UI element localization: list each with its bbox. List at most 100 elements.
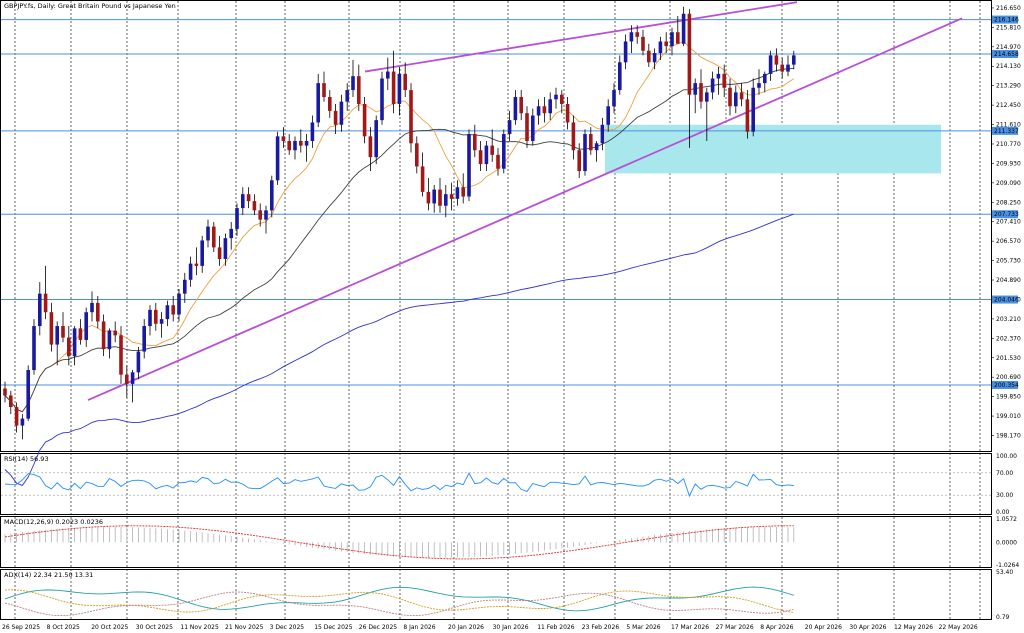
- candle-body: [455, 187, 460, 199]
- level-price-tag: [992, 15, 1018, 24]
- candle-body: [159, 319, 164, 324]
- trendlines: [87, 1, 963, 401]
- x-tick-label: 11 Feb 2026: [537, 624, 575, 631]
- candle-body: [490, 145, 494, 155]
- candle-body: [542, 106, 547, 114]
- y-tick-label: 212.450: [996, 102, 1021, 109]
- candle-body: [235, 208, 239, 229]
- support-zone: [605, 124, 941, 174]
- moving-average-line: [4, 67, 794, 413]
- candle-body: [107, 330, 112, 350]
- chart-title: GBPJPY.fs, Daily: Great Britain Pound vs…: [4, 2, 176, 10]
- candle-body: [183, 279, 187, 294]
- candle-body: [687, 13, 692, 95]
- x-tick-label: 30 Apr 2026: [849, 624, 886, 631]
- y-tick-label: 210.770: [996, 141, 1021, 148]
- candle-body: [206, 226, 210, 241]
- indicator-y-label: 100.00: [996, 453, 1017, 460]
- candle-body: [612, 90, 616, 107]
- x-tick-label: 23 Feb 2026: [582, 624, 620, 631]
- candle-body: [705, 92, 709, 102]
- candle-body: [3, 388, 7, 396]
- candle-body: [212, 226, 216, 248]
- wedge-upper-trendline: [364, 1, 798, 73]
- candle-body: [293, 140, 297, 151]
- candle-body: [739, 92, 744, 100]
- candle-body: [136, 351, 141, 373]
- y-tick-label: 207.410: [996, 219, 1021, 226]
- candle-body: [577, 150, 581, 172]
- candle-body: [467, 134, 471, 197]
- candle-body: [484, 145, 489, 165]
- candle-body: [496, 154, 500, 169]
- x-tick-label: 20 Oct 2025: [91, 624, 128, 631]
- support-zone-rect: [605, 124, 941, 174]
- macd-panel[interactable]: [0, 516, 992, 568]
- candle-body: [536, 106, 541, 116]
- y-tick-label: 206.570: [996, 238, 1021, 245]
- candle-body: [589, 134, 593, 151]
- candle-body: [623, 41, 628, 63]
- candle-body: [55, 326, 59, 345]
- y-tick-label: 199.010: [996, 413, 1021, 420]
- candle-body: [757, 83, 761, 88]
- candle-body: [49, 312, 54, 345]
- indicator-y-label: 0.79: [996, 614, 1010, 621]
- x-tick-label: 26 Sep 2025: [2, 624, 40, 631]
- candle-body: [438, 189, 442, 206]
- candle-body: [519, 97, 523, 114]
- candle-body: [554, 94, 558, 100]
- candle-body: [606, 106, 610, 125]
- level-price-tag: [992, 126, 1018, 135]
- x-tick-label: 12 May 2026: [894, 624, 933, 631]
- candle-body: [502, 134, 506, 169]
- candle-body: [26, 370, 30, 419]
- candle-body: [130, 372, 135, 384]
- adx-title: ADX(14) 22.34 21.50 13.31: [4, 571, 93, 579]
- candle-body: [670, 32, 674, 47]
- candle-body: [101, 321, 106, 350]
- candle-body: [641, 36, 645, 51]
- x-tick-label: 8 Jan 2026: [403, 624, 435, 631]
- candle-body: [200, 240, 204, 266]
- candle-body: [67, 337, 71, 357]
- candle-body: [513, 97, 518, 121]
- candle-body: [565, 103, 570, 123]
- candle-body: [223, 238, 228, 259]
- indicator-y-label: 0.0000: [996, 539, 1017, 546]
- indicator-plots: 100.00 70.00 30.00 0.001.0572 0.0000 -1.02645…: [1, 453, 1019, 621]
- indicator-y-label: 70.00: [996, 470, 1013, 477]
- candle-body: [768, 55, 773, 74]
- candle-body: [304, 140, 309, 146]
- candle-body: [78, 328, 83, 340]
- candle-body: [43, 293, 48, 313]
- level-price-text: 207.733: [994, 211, 1019, 218]
- candle-body: [345, 90, 349, 102]
- candle-body: [652, 53, 657, 63]
- candle-body: [246, 194, 251, 202]
- candle-body: [507, 120, 512, 135]
- price-axis: 216.650 215.810 214.970 214.130 213.290 212.4…: [991, 5, 1021, 439]
- main-panel[interactable]: [0, 0, 992, 452]
- candle-body: [403, 73, 407, 91]
- candle-body: [693, 83, 697, 95]
- indicator-y-label: 53.40: [996, 569, 1013, 576]
- candle-body: [658, 41, 663, 54]
- candle-body: [14, 407, 19, 426]
- y-tick-label: 198.170: [996, 432, 1021, 439]
- candle-body: [264, 210, 268, 220]
- candle-body: [420, 166, 425, 192]
- x-tick-label: 15 Dec 2025: [314, 624, 353, 631]
- candlesticks: [3, 6, 796, 440]
- indicator-y-label: -1.0264: [996, 562, 1019, 569]
- level-price-tag: [992, 295, 1018, 304]
- candle-body: [188, 263, 193, 280]
- level-price-text: 214.658: [994, 51, 1019, 58]
- candle-body: [171, 305, 175, 315]
- candle-body: [763, 73, 767, 84]
- candle-body: [328, 97, 332, 111]
- candle-body: [415, 143, 419, 167]
- adx-panel[interactable]: [0, 569, 992, 620]
- x-tick-label: 11 Nov 2025: [180, 624, 219, 631]
